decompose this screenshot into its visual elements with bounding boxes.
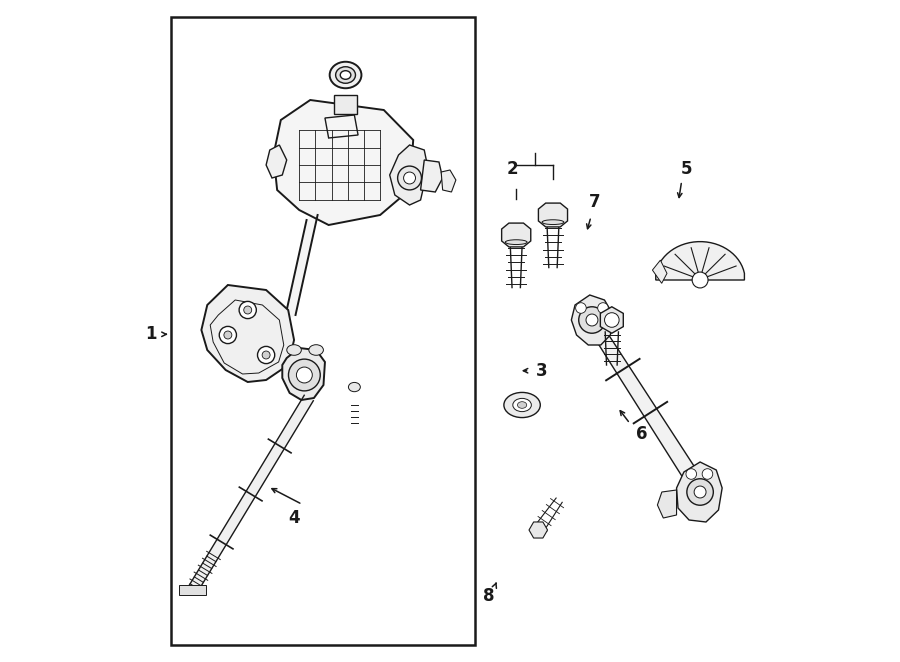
Ellipse shape (348, 383, 360, 392)
Circle shape (239, 301, 256, 318)
Ellipse shape (504, 393, 540, 418)
Circle shape (403, 172, 416, 184)
Ellipse shape (309, 345, 323, 355)
Circle shape (257, 346, 274, 363)
Circle shape (296, 367, 312, 383)
Text: 6: 6 (636, 424, 648, 443)
Ellipse shape (287, 345, 302, 355)
Bar (179, 585, 206, 595)
Polygon shape (188, 395, 313, 592)
Polygon shape (652, 260, 667, 283)
Polygon shape (600, 307, 624, 333)
Polygon shape (538, 203, 568, 227)
Circle shape (262, 351, 270, 359)
Circle shape (579, 307, 605, 333)
Circle shape (687, 479, 714, 505)
Text: 2: 2 (507, 160, 518, 178)
Circle shape (686, 469, 697, 479)
Ellipse shape (513, 399, 531, 412)
Polygon shape (657, 490, 677, 518)
Bar (334, 95, 357, 114)
Circle shape (576, 303, 586, 313)
Polygon shape (656, 242, 744, 280)
Text: 3: 3 (536, 361, 547, 380)
Text: 7: 7 (589, 193, 600, 211)
Circle shape (702, 469, 713, 479)
Ellipse shape (329, 62, 362, 88)
Polygon shape (284, 215, 318, 320)
Ellipse shape (340, 71, 351, 79)
Polygon shape (202, 285, 294, 382)
Bar (171, 17, 475, 645)
Polygon shape (677, 462, 722, 522)
Ellipse shape (505, 240, 527, 244)
Circle shape (244, 306, 252, 314)
Polygon shape (441, 170, 456, 192)
Polygon shape (584, 314, 706, 495)
Ellipse shape (336, 67, 356, 83)
Polygon shape (501, 223, 531, 247)
Circle shape (586, 314, 598, 326)
Text: 4: 4 (289, 508, 301, 527)
Polygon shape (274, 100, 413, 225)
Polygon shape (283, 348, 325, 400)
Circle shape (289, 359, 320, 391)
Text: 1: 1 (145, 325, 157, 344)
Text: 8: 8 (482, 587, 494, 605)
Circle shape (220, 326, 237, 344)
Ellipse shape (518, 402, 526, 408)
Circle shape (694, 486, 706, 498)
Circle shape (692, 272, 708, 288)
Polygon shape (572, 295, 613, 345)
Polygon shape (529, 522, 547, 538)
Circle shape (398, 166, 421, 190)
Circle shape (224, 331, 232, 339)
Text: 5: 5 (681, 160, 693, 178)
Polygon shape (266, 145, 287, 178)
Circle shape (598, 303, 608, 313)
Circle shape (605, 312, 619, 327)
Polygon shape (390, 145, 428, 205)
Polygon shape (420, 160, 443, 192)
Ellipse shape (542, 220, 564, 224)
